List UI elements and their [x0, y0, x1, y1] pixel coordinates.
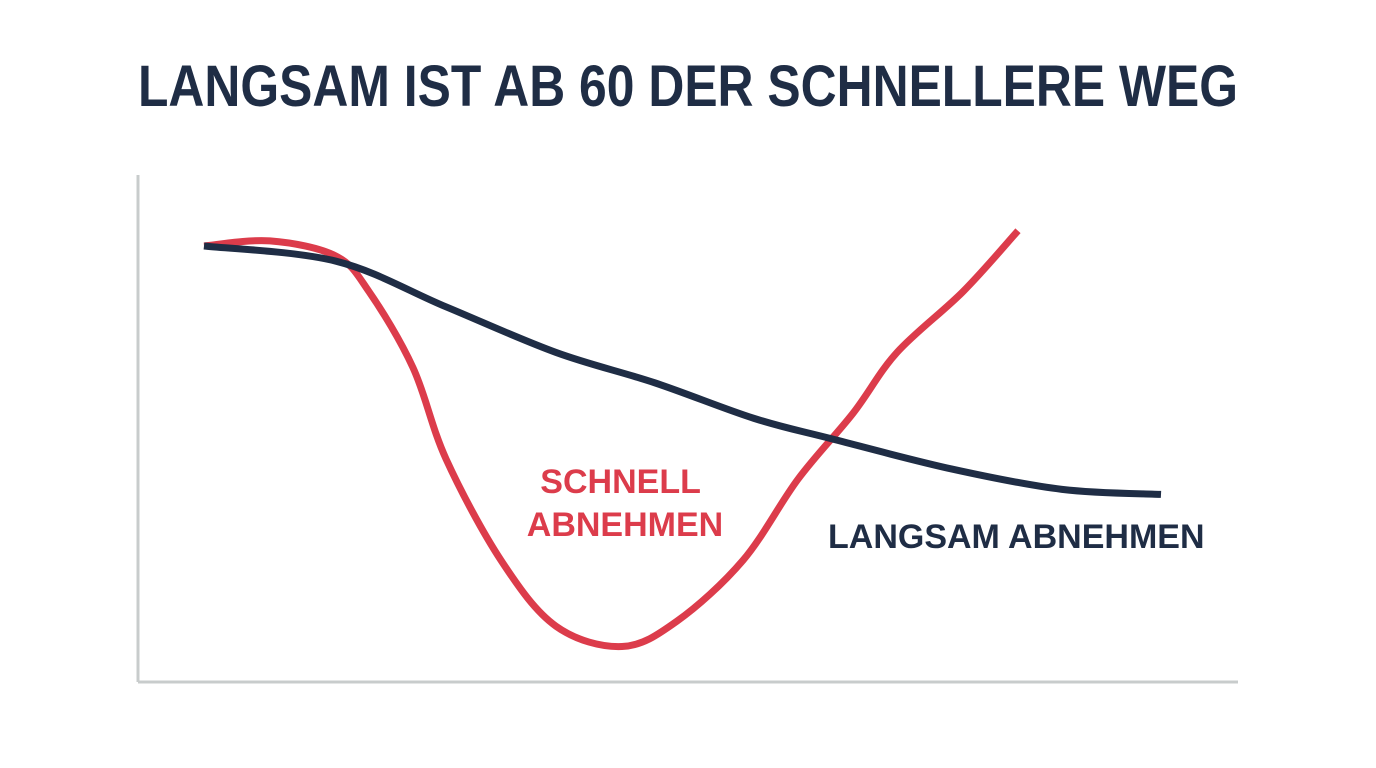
chart-title: LANGSAM IST AB 60 DER SCHNELLERE WEG: [138, 54, 1238, 119]
series-label-line: SCHNELL: [540, 463, 709, 501]
line: [203, 228, 1021, 651]
series-label: LANGSAM ABNEHMEN: [828, 518, 1205, 556]
series-label-line: ABNEHMEN: [527, 506, 723, 544]
series-label: SCHNELL ABNEHMEN: [527, 463, 723, 544]
line: [203, 242, 1162, 498]
